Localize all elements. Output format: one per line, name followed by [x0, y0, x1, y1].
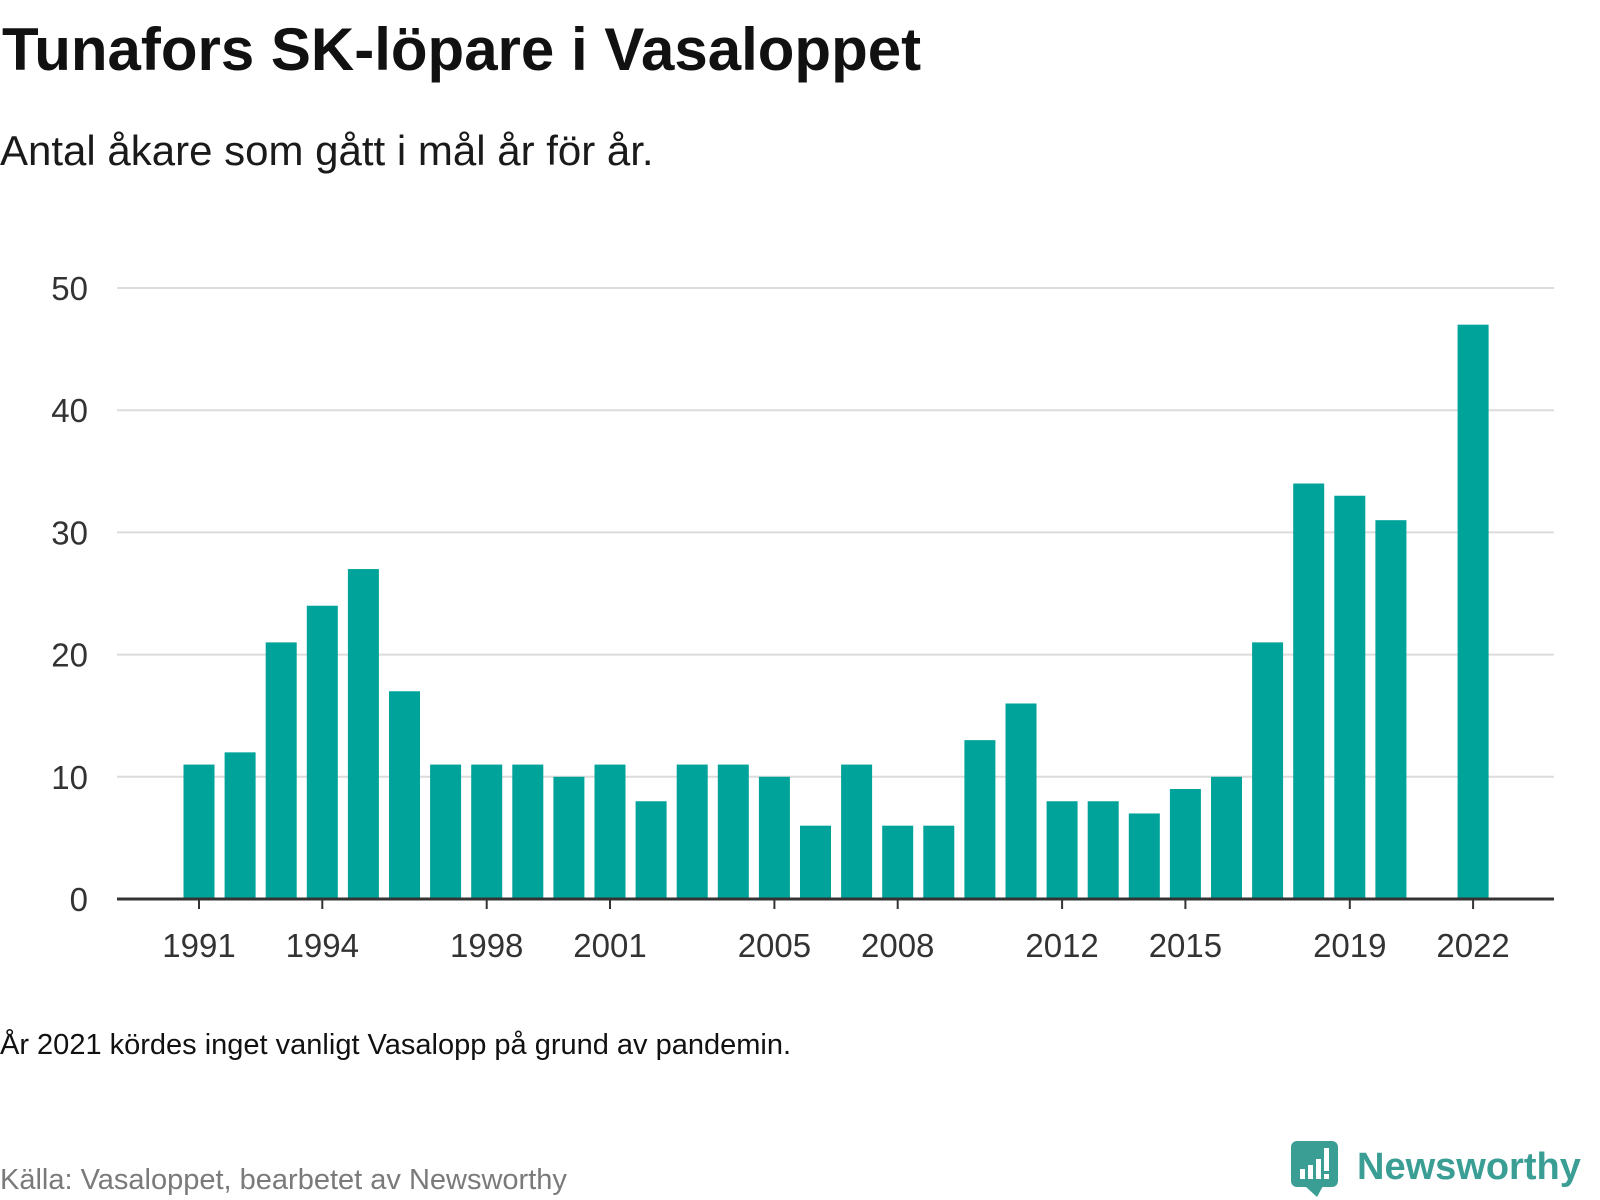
bar-2000: [553, 776, 585, 899]
x-tick-label: 2015: [1149, 927, 1222, 964]
bar-2003: [676, 764, 708, 899]
x-tick-label: 2008: [861, 927, 934, 964]
bar-2002: [635, 801, 667, 899]
chart-title: Tunafors SK-löpare i Vasaloppet: [2, 16, 921, 83]
bar-2011: [1005, 703, 1037, 899]
bar-2004: [717, 764, 749, 899]
y-tick-label: 10: [51, 759, 88, 796]
x-tick-label: 2019: [1313, 927, 1386, 964]
bar-2016: [1211, 776, 1242, 899]
source-text: Källa: Vasaloppet, bearbetet av Newswort…: [0, 1164, 567, 1196]
bar-1994: [306, 605, 338, 899]
y-tick-label: 30: [51, 514, 88, 551]
bar-1999: [512, 764, 544, 899]
x-axis: 1991 1994 1998 2001 2005 2008 2012 2015 2019 2022: [162, 899, 1510, 964]
y-tick-label: 50: [51, 270, 88, 307]
bar-1997: [430, 764, 462, 899]
bar-1993: [265, 642, 297, 899]
chart-note: År 2021 kördes inget vanligt Vasalopp på…: [0, 1028, 791, 1061]
x-tick-label: 2005: [738, 927, 811, 964]
newsworthy-logo: Newsworthy: [1291, 1141, 1581, 1197]
bar-2006: [800, 825, 831, 899]
bar-1995: [347, 569, 379, 899]
bar-2019: [1334, 495, 1366, 899]
bar-2013: [1087, 801, 1119, 899]
bar-1991: [183, 764, 215, 899]
bar-1996: [389, 691, 420, 899]
bars: [183, 324, 1489, 899]
y-axis: 0 10 20 30 40 50: [51, 270, 88, 918]
x-tick-label: 1994: [286, 927, 359, 964]
bar-2017: [1252, 642, 1284, 899]
bar-chart-speech-bubble-icon: [1291, 1141, 1338, 1197]
bar-2015: [1169, 789, 1201, 899]
x-tick-label: 1991: [162, 927, 235, 964]
bar-1992: [224, 752, 256, 899]
bar-2018: [1293, 483, 1325, 899]
x-tick-label: 2022: [1436, 927, 1509, 964]
bar-2022: [1457, 324, 1489, 899]
bar-2008: [882, 825, 914, 899]
x-tick-label: 2012: [1025, 927, 1098, 964]
bar-2007: [841, 764, 873, 899]
bar-2014: [1128, 813, 1160, 899]
bar-2010: [964, 740, 996, 899]
chart-subtitle: Antal åkare som gått i mål år för år.: [0, 127, 654, 174]
bar-2001: [594, 764, 626, 899]
bar-2009: [923, 825, 955, 899]
bar-2012: [1046, 801, 1078, 899]
x-tick-label: 2001: [573, 927, 646, 964]
bar-2005: [758, 776, 790, 899]
y-tick-label: 0: [70, 881, 88, 918]
y-tick-label: 40: [51, 392, 88, 429]
bar-1998: [471, 764, 503, 899]
logo-text: Newsworthy: [1357, 1146, 1581, 1188]
x-tick-label: 1998: [450, 927, 523, 964]
y-tick-label: 20: [51, 637, 88, 674]
bar-2020: [1375, 520, 1407, 899]
